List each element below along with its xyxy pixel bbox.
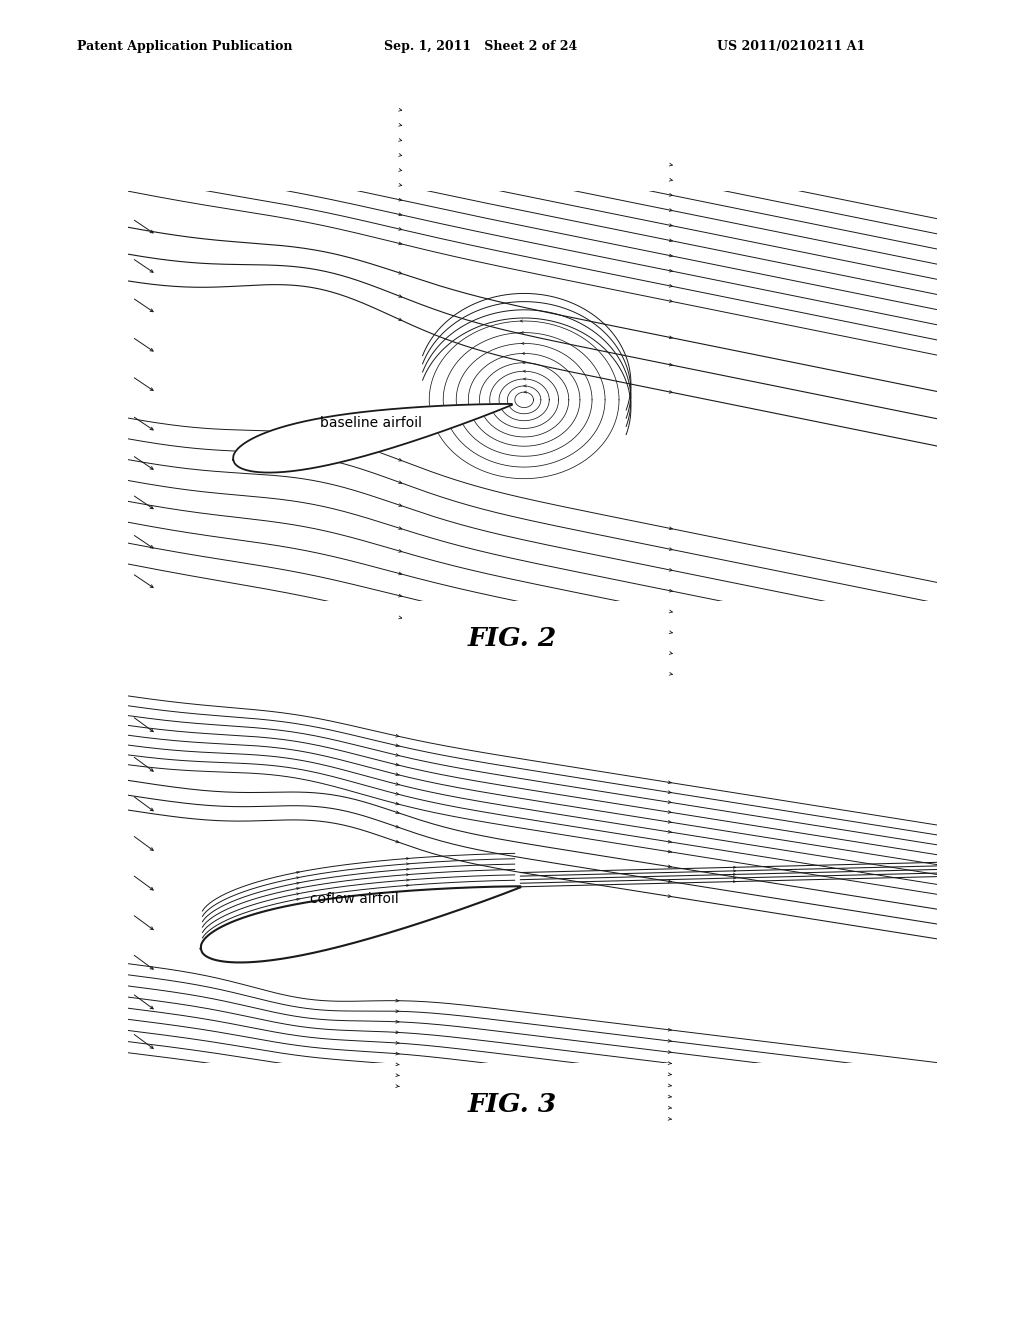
Text: Sep. 1, 2011   Sheet 2 of 24: Sep. 1, 2011 Sheet 2 of 24	[384, 40, 578, 53]
Text: baseline airfoil: baseline airfoil	[319, 416, 422, 430]
Text: Patent Application Publication: Patent Application Publication	[77, 40, 292, 53]
Text: US 2011/0210211 A1: US 2011/0210211 A1	[717, 40, 865, 53]
Text: FIG. 3: FIG. 3	[467, 1093, 557, 1117]
Text: FIG. 2: FIG. 2	[467, 627, 557, 651]
Polygon shape	[233, 404, 512, 473]
Text: coflow airfoil: coflow airfoil	[310, 892, 399, 907]
Polygon shape	[201, 886, 520, 962]
